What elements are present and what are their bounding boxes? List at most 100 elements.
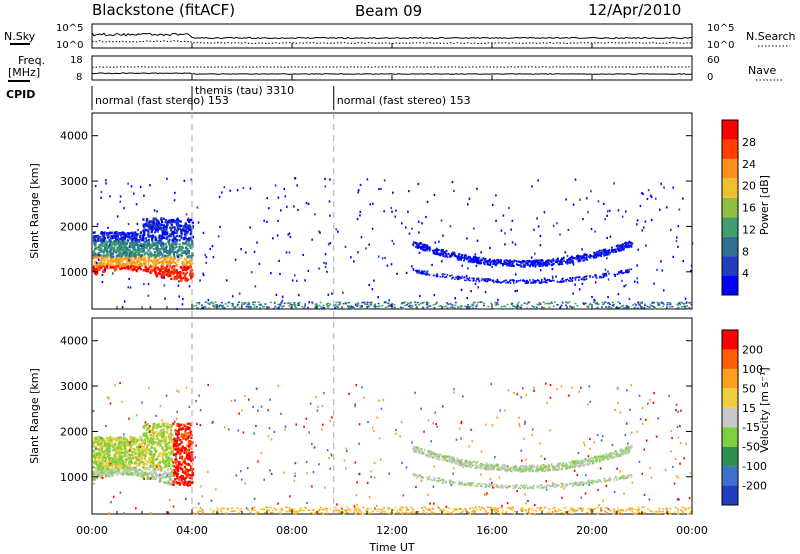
echo-mark <box>143 262 146 266</box>
echo-mark <box>422 301 425 304</box>
echo-mark <box>571 280 574 282</box>
echo-mark <box>149 306 152 309</box>
echo-mark <box>464 279 466 282</box>
echo-mark <box>566 260 569 263</box>
echo-mark <box>172 505 175 508</box>
echo-mark <box>161 276 164 279</box>
echo-mark <box>628 297 631 300</box>
echo-mark <box>144 228 147 232</box>
echo-mark <box>488 279 491 281</box>
echo-mark <box>156 246 159 250</box>
echo-mark <box>433 193 436 197</box>
echo-mark <box>425 246 428 249</box>
echo-mark <box>150 446 153 450</box>
echo-mark <box>256 241 258 244</box>
echo-mark <box>410 301 413 303</box>
echo-mark <box>128 467 131 470</box>
echo-mark <box>578 257 581 260</box>
echo-mark <box>174 236 177 240</box>
echo-mark <box>324 185 327 188</box>
echo-mark <box>96 268 99 272</box>
echo-mark <box>176 450 179 454</box>
echo-mark <box>320 306 323 308</box>
echo-mark <box>625 241 627 244</box>
echo-mark <box>191 235 195 239</box>
nsearch-label: N.Search <box>746 30 796 43</box>
echo-mark <box>165 237 168 241</box>
echo-mark <box>166 223 169 226</box>
echo-mark <box>186 255 189 258</box>
echo-mark <box>490 382 493 386</box>
echo-mark <box>98 449 101 452</box>
echo-mark <box>321 423 324 426</box>
echo-mark <box>141 253 144 257</box>
echo-mark <box>187 422 191 425</box>
echo-mark <box>180 254 183 257</box>
echo-mark <box>155 275 159 278</box>
echo-mark <box>424 273 427 276</box>
echo-mark <box>176 249 179 252</box>
echo-mark <box>297 302 300 305</box>
echo-mark <box>216 305 219 308</box>
echo-mark <box>539 269 542 272</box>
echo-mark <box>137 460 140 464</box>
echo-mark <box>534 263 537 266</box>
echo-mark <box>467 305 470 308</box>
echo-mark <box>123 461 126 464</box>
echo-mark <box>95 267 98 270</box>
echo-mark <box>138 253 141 256</box>
echo-mark <box>127 286 130 289</box>
echo-mark <box>595 277 598 279</box>
echo-mark <box>599 275 601 278</box>
y-tick-label: 4000 <box>60 130 88 143</box>
echo-mark <box>254 301 257 304</box>
echo-mark <box>191 273 194 276</box>
echo-mark <box>177 276 180 279</box>
echo-mark <box>516 304 519 307</box>
echo-mark <box>135 235 138 238</box>
echo-mark <box>467 255 470 258</box>
echo-mark <box>622 307 625 309</box>
echo-mark <box>166 177 168 180</box>
echo-mark <box>401 302 404 304</box>
echo-mark <box>422 270 425 273</box>
echo-mark <box>247 306 250 308</box>
echo-mark <box>215 304 218 306</box>
echo-mark <box>502 262 505 265</box>
echo-mark <box>96 460 100 463</box>
echo-mark <box>603 202 605 205</box>
echo-mark <box>318 304 321 307</box>
echo-mark <box>414 301 417 304</box>
echo-mark <box>140 258 143 262</box>
echo-mark <box>162 476 165 479</box>
echo-mark <box>281 299 284 302</box>
echo-mark <box>538 264 541 267</box>
echo-mark <box>506 303 509 306</box>
echo-mark <box>623 245 626 248</box>
echo-mark <box>156 474 159 477</box>
echo-mark <box>527 260 530 263</box>
echo-mark <box>226 305 229 307</box>
echo-mark <box>134 239 137 242</box>
echo-mark <box>546 261 549 264</box>
echo-mark <box>120 237 123 240</box>
echo-mark <box>164 439 167 443</box>
echo-mark <box>585 253 588 256</box>
echo-mark <box>142 237 145 240</box>
echo-mark <box>97 436 100 439</box>
echo-mark <box>511 261 514 264</box>
echo-mark <box>143 240 146 244</box>
echo-mark <box>175 269 178 272</box>
echo-mark <box>602 273 605 275</box>
echo-mark <box>153 437 156 440</box>
echo-mark <box>183 262 186 265</box>
echo-mark <box>177 432 180 436</box>
echo-mark <box>626 271 629 274</box>
echo-mark <box>132 473 135 476</box>
echo-mark <box>108 436 111 440</box>
echo-mark <box>147 235 150 238</box>
echo-mark <box>160 469 163 472</box>
echo-mark <box>422 248 425 251</box>
echo-mark <box>102 265 105 268</box>
echo-mark <box>220 191 223 194</box>
